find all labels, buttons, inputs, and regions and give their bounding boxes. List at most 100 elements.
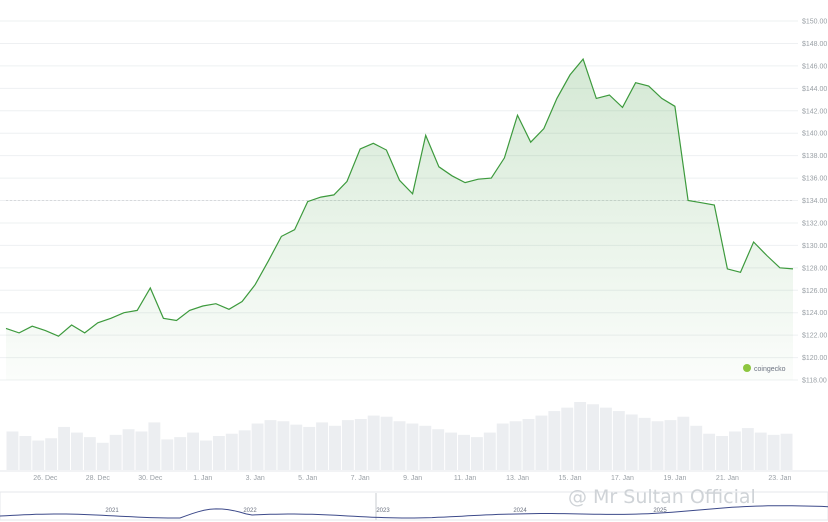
y-axis-ticks: $118.00 $120.00 $122.00 $124.00 $126.00 $128.…	[802, 19, 827, 385]
volume-bar	[212, 436, 225, 470]
price-line	[5, 57, 794, 337]
volume-bar	[535, 415, 548, 470]
volume-bar	[419, 425, 432, 470]
navigator-year-label: 2025	[653, 508, 667, 514]
x-tick-label: 11. Jan	[454, 475, 477, 482]
volume-bar	[716, 436, 728, 470]
x-tick-label: 3. Jan	[246, 475, 265, 482]
volume-bar	[754, 432, 767, 470]
volume-bar	[470, 437, 483, 470]
y-tick-label: $148.00	[802, 41, 827, 48]
x-tick-label: 23. Jan	[768, 475, 791, 482]
x-tick-label: 9. Jan	[403, 475, 422, 482]
y-tick-label: $134.00	[802, 198, 827, 205]
volume-bar	[19, 436, 32, 470]
x-tick-label: 5. Jan	[298, 475, 317, 482]
navigator-year-label: 2024	[513, 508, 527, 514]
volume-bar	[83, 437, 96, 470]
volume-bar	[406, 423, 419, 470]
volume-bar	[638, 417, 651, 470]
volume-bar	[277, 421, 290, 470]
volume-bar	[380, 416, 393, 470]
navigator-frame[interactable]	[0, 491, 828, 521]
volume-bar	[728, 431, 741, 470]
y-tick-label: $122.00	[802, 333, 827, 340]
y-tick-label: $140.00	[802, 131, 827, 138]
volume-bar	[290, 424, 303, 470]
volume-bar	[780, 433, 793, 470]
y-tick-label: $132.00	[802, 220, 827, 227]
volume-bar	[393, 421, 406, 470]
volume-bar	[690, 425, 703, 470]
volume-bar	[458, 434, 470, 470]
volume-bar	[32, 440, 45, 470]
navigator-labels: 2021 2022 2023 2024 2025	[105, 508, 667, 514]
x-tick-label: 1. Jan	[193, 475, 212, 482]
x-tick-label: 15. Jan	[559, 475, 582, 482]
volume-bar	[548, 411, 561, 470]
y-tick-label: $150.00	[802, 19, 827, 26]
volume-bar	[58, 426, 71, 470]
volume-bar	[122, 429, 135, 470]
volume-bar	[148, 422, 161, 470]
volume-bar	[45, 438, 58, 470]
volume-bar	[612, 411, 625, 470]
navigator[interactable]: 2021 2022 2023 2024 2025	[0, 491, 828, 521]
volume-bar	[238, 430, 251, 470]
coingecko-icon	[743, 364, 751, 372]
volume-bar	[625, 414, 638, 470]
navigator-year-label: 2022	[243, 508, 257, 514]
volume-bar	[509, 421, 522, 470]
volume-bar	[703, 433, 716, 470]
coingecko-brand: coingecko	[743, 364, 786, 373]
navigator-year-label: 2021	[105, 508, 119, 514]
volume-bar	[174, 437, 187, 470]
navigator-year-label: 2023	[376, 508, 390, 514]
volume-bar	[561, 407, 574, 470]
volume-bar	[599, 407, 612, 470]
y-tick-label: $130.00	[802, 243, 827, 250]
x-tick-label: 30. Dec	[138, 475, 163, 482]
x-tick-label: 7. Jan	[351, 475, 370, 482]
y-tick-label: $124.00	[802, 310, 827, 317]
volume-bar	[316, 422, 329, 470]
y-tick-label: $138.00	[802, 153, 827, 160]
volume-bar	[6, 431, 19, 470]
watermark: @ Mr Sultan Official	[568, 486, 756, 508]
volume-bar	[225, 433, 238, 470]
navigator-line	[0, 505, 828, 519]
volume-bar	[354, 419, 367, 470]
volume-bar	[329, 425, 341, 470]
volume-bar	[664, 420, 677, 470]
y-tick-label: $142.00	[802, 108, 827, 115]
x-tick-label: 17. Jan	[611, 475, 634, 482]
y-tick-label: $144.00	[802, 86, 827, 93]
y-tick-label: $120.00	[802, 355, 827, 362]
volume-bar	[251, 423, 264, 470]
volume-bar	[200, 440, 212, 470]
y-tick-label: $128.00	[802, 265, 827, 272]
price-area	[6, 59, 793, 380]
y-tick-label: $136.00	[802, 176, 827, 183]
volume-bar	[264, 420, 277, 470]
x-tick-label: 26. Dec	[33, 475, 58, 482]
volume-bar	[445, 432, 458, 470]
volume-bar	[522, 419, 535, 470]
volume-bar	[651, 421, 664, 470]
volume-bar	[303, 426, 316, 470]
volume-bar	[432, 429, 445, 470]
x-tick-label: 28. Dec	[86, 475, 111, 482]
volume-bar	[767, 434, 780, 470]
x-tick-label: 13. Jan	[506, 475, 529, 482]
volume-bar	[496, 423, 509, 470]
volume-bars	[6, 402, 793, 470]
volume-bar	[341, 420, 354, 470]
x-tick-label: 21. Jan	[716, 475, 739, 482]
volume-bar	[135, 431, 148, 470]
y-tick-label: $118.00	[802, 378, 827, 385]
volume-bar	[677, 416, 690, 470]
volume-bar	[109, 434, 122, 470]
volume-bar	[71, 432, 83, 470]
volume-bar	[96, 442, 109, 470]
